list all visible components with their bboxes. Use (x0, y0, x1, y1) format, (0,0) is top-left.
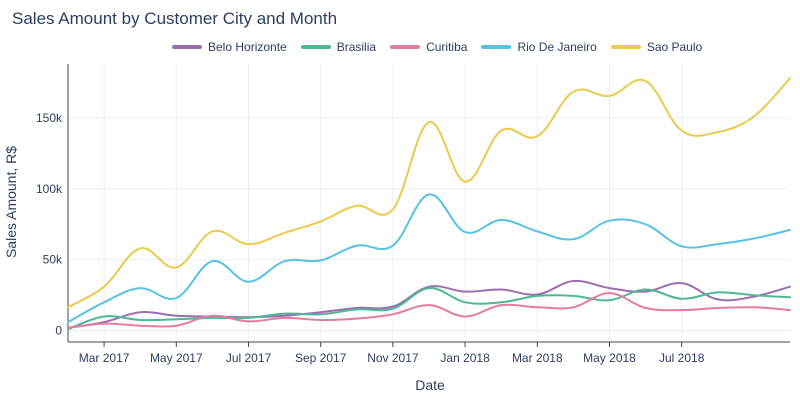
chart-title: Sales Amount by Customer City and Month (12, 9, 338, 28)
legend-item-curitiba[interactable]: Curitiba (390, 40, 467, 54)
legend-item-belo-horizonte[interactable]: Belo Horizonte (172, 40, 287, 54)
y-tick-label: 150k (36, 111, 63, 125)
legend-item-sao-paulo[interactable]: Sao Paulo (610, 40, 703, 54)
y-tick-label: 0 (55, 324, 62, 338)
series-line-brasilia (67, 287, 791, 331)
x-tick-label: May 2018 (583, 351, 636, 365)
y-tick-label: 100k (36, 182, 63, 196)
gridlines (68, 64, 790, 342)
x-tick-label: Sep 2017 (295, 351, 347, 365)
x-tick-label: Jul 2017 (226, 351, 272, 365)
x-axis-title: Date (415, 377, 445, 393)
legend-label: Sao Paulo (646, 40, 703, 54)
legend-label: Belo Horizonte (208, 40, 287, 54)
y-axis-title: Sales Amount, R$ (3, 146, 19, 258)
legend-label: Brasilia (336, 40, 377, 54)
series-line-rio-de-janeiro (67, 193, 791, 324)
y-tick-label: 50k (43, 253, 63, 267)
legend-label: Rio De Janeiro (517, 40, 597, 54)
legend-swatch (610, 45, 641, 49)
legend-swatch (390, 45, 421, 49)
legend-swatch (481, 45, 512, 49)
x-tick-label: Mar 2018 (512, 351, 563, 365)
series-lines (67, 77, 791, 331)
legend-swatch (300, 45, 331, 49)
legend-item-brasilia[interactable]: Brasilia (300, 40, 377, 54)
x-tick-label: Mar 2017 (79, 351, 130, 365)
x-tick-label: Nov 2017 (367, 351, 419, 365)
series-line-sao-paulo (67, 77, 791, 309)
x-tick-label: Jul 2018 (659, 351, 705, 365)
legend-swatch (172, 45, 202, 49)
series-line-belo-horizonte (67, 279, 791, 329)
legend-item-rio-de-janeiro[interactable]: Rio De Janeiro (481, 40, 597, 54)
series-line-curitiba (67, 292, 791, 329)
x-tick-label: Jan 2018 (440, 351, 490, 365)
x-tick-label: May 2017 (150, 351, 203, 365)
axes: 0 50k 100k 150k Mar 2017 May 2017 Jul 2017 Sep … (36, 64, 790, 365)
legend: Belo Horizonte Brasilia Curitiba Rio De Jan… (172, 40, 702, 54)
legend-label: Curitiba (426, 40, 468, 54)
